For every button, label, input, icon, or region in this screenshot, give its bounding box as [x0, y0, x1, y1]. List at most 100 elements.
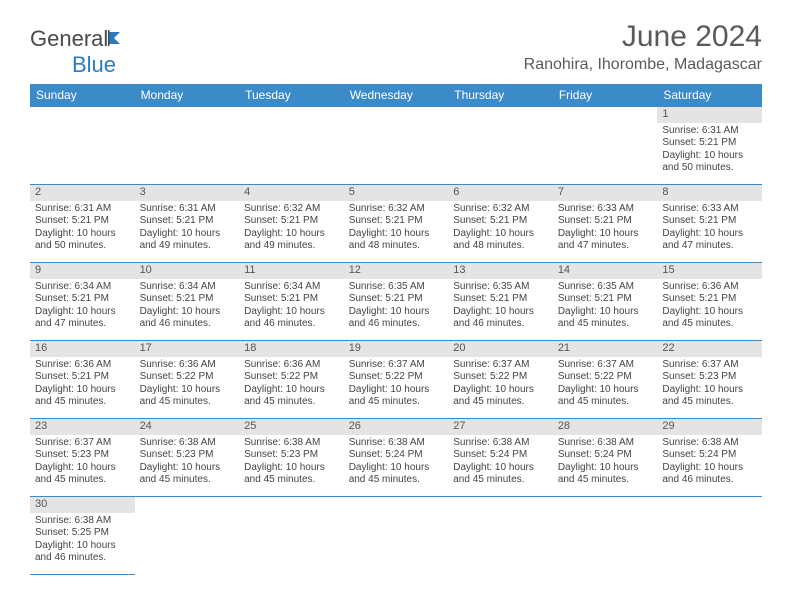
- sunrise-text: Sunrise: 6:35 AM: [558, 281, 653, 294]
- day-number-cell: [553, 107, 658, 123]
- day-number-cell: 30: [30, 497, 135, 513]
- day-number-cell: 28: [553, 419, 658, 435]
- day-data-cell: Sunrise: 6:38 AMSunset: 5:24 PMDaylight:…: [553, 435, 658, 497]
- sunset-text: Sunset: 5:21 PM: [662, 293, 757, 306]
- sunrise-text: Sunrise: 6:38 AM: [453, 437, 548, 450]
- week-data-row: Sunrise: 6:38 AMSunset: 5:25 PMDaylight:…: [30, 513, 762, 575]
- day-data-cell: Sunrise: 6:38 AMSunset: 5:23 PMDaylight:…: [135, 435, 240, 497]
- day-number-cell: 12: [344, 263, 449, 279]
- week-data-row: Sunrise: 6:36 AMSunset: 5:21 PM Daylight:…: [30, 357, 762, 419]
- sunset-text: Sunset: 5:21 PM: [35, 293, 130, 306]
- daylight-text: Daylight: 10 hours and 50 minutes.: [662, 150, 757, 175]
- day-data-cell: Sunrise: 6:37 AMSunset: 5:22 PMDaylight:…: [344, 357, 449, 419]
- sunset-text: Sunset: 5:21 PM: [662, 215, 757, 228]
- day-number-cell: 15: [657, 263, 762, 279]
- day-header: Tuesday: [239, 84, 344, 107]
- day-number-cell: [344, 497, 449, 513]
- logo-text-gray: General: [30, 26, 108, 51]
- day-data-cell: Sunrise: 6:31 AMSunset: 5:21 PMDaylight:…: [30, 201, 135, 263]
- day-header: Thursday: [448, 84, 553, 107]
- sunrise-text: Sunrise: 6:32 AM: [349, 203, 444, 216]
- sunset-text: Sunset: 5:21 PM: [349, 215, 444, 228]
- day-number-cell: 7: [553, 185, 658, 201]
- day-data-cell: Sunrise: 6:38 AMSunset: 5:23 PMDaylight:…: [239, 435, 344, 497]
- logo-text-blue: Blue: [72, 52, 116, 77]
- day-number-cell: 14: [553, 263, 658, 279]
- daylight-text: Daylight: 10 hours and 45 minutes.: [35, 462, 130, 487]
- sunset-text: Sunset: 5:24 PM: [558, 449, 653, 462]
- daylight-text: Daylight: 10 hours and 46 minutes.: [349, 306, 444, 331]
- daylight-text: Daylight: 10 hours and 50 minutes.: [35, 228, 130, 253]
- sunrise-text: Sunrise: 6:37 AM: [558, 359, 653, 372]
- day-number-cell: 21: [553, 341, 658, 357]
- sunrise-text: Sunrise: 6:31 AM: [662, 125, 757, 138]
- sunrise-text: Sunrise: 6:36 AM: [35, 359, 130, 372]
- sunset-text: Sunset: 5:22 PM: [349, 371, 444, 384]
- day-data-cell: Sunrise: 6:34 AMSunset: 5:21 PMDaylight:…: [239, 279, 344, 341]
- day-data-cell: Sunrise: 6:34 AMSunset: 5:21 PMDaylight:…: [135, 279, 240, 341]
- daylight-text: Daylight: 10 hours and 46 minutes.: [662, 462, 757, 487]
- day-data-cell: Sunrise: 6:35 AMSunset: 5:21 PMDaylight:…: [344, 279, 449, 341]
- sunset-text: Sunset: 5:25 PM: [35, 527, 130, 540]
- sunrise-text: Sunrise: 6:36 AM: [662, 281, 757, 294]
- day-number-cell: 1: [657, 107, 762, 123]
- sunset-text: Sunset: 5:22 PM: [558, 371, 653, 384]
- daylight-text: Daylight: 10 hours and 45 minutes.: [349, 462, 444, 487]
- header: GeneralBlue June 2024 Ranohira, Ihorombe…: [30, 20, 762, 78]
- sunrise-text: Sunrise: 6:38 AM: [558, 437, 653, 450]
- sunset-text: Sunset: 5:21 PM: [140, 293, 235, 306]
- day-number-cell: 19: [344, 341, 449, 357]
- day-data-cell: [344, 123, 449, 185]
- sunrise-text: Sunrise: 6:32 AM: [244, 203, 339, 216]
- day-data-cell: Sunrise: 6:32 AMSunset: 5:21 PMDaylight:…: [344, 201, 449, 263]
- day-data-cell: Sunrise: 6:36 AMSunset: 5:22 PMDaylight:…: [135, 357, 240, 419]
- day-number-cell: 20: [448, 341, 553, 357]
- week-daynum-row: 9101112131415: [30, 263, 762, 279]
- sunset-text: Sunset: 5:24 PM: [453, 449, 548, 462]
- day-data-cell: Sunrise: 6:36 AMSunset: 5:21 PMDaylight:…: [30, 357, 135, 419]
- day-number-cell: [135, 497, 240, 513]
- daylight-text: Daylight: 10 hours and 45 minutes.: [349, 384, 444, 409]
- day-number-cell: [553, 497, 658, 513]
- day-data-cell: [553, 123, 658, 185]
- day-number-cell: 10: [135, 263, 240, 279]
- week-daynum-row: 1: [30, 107, 762, 123]
- day-number-cell: 26: [344, 419, 449, 435]
- sunrise-text: Sunrise: 6:37 AM: [35, 437, 130, 450]
- sunset-text: Sunset: 5:21 PM: [35, 215, 130, 228]
- sunset-text: Sunset: 5:21 PM: [35, 371, 130, 384]
- logo-text: GeneralBlue: [30, 26, 128, 78]
- day-number-cell: [344, 107, 449, 123]
- sunset-text: Sunset: 5:21 PM: [453, 293, 548, 306]
- sunrise-text: Sunrise: 6:34 AM: [35, 281, 130, 294]
- day-number-cell: 5: [344, 185, 449, 201]
- week-daynum-row: 16171819202122: [30, 341, 762, 357]
- day-number-cell: [239, 497, 344, 513]
- daylight-text: Daylight: 10 hours and 45 minutes.: [140, 462, 235, 487]
- day-data-cell: Sunrise: 6:35 AMSunset: 5:21 PMDaylight:…: [553, 279, 658, 341]
- day-data-cell: [135, 123, 240, 185]
- day-number-cell: [657, 497, 762, 513]
- sunset-text: Sunset: 5:21 PM: [140, 215, 235, 228]
- week-daynum-row: 2345678: [30, 185, 762, 201]
- sunrise-text: Sunrise: 6:34 AM: [244, 281, 339, 294]
- day-number-cell: [30, 107, 135, 123]
- sunrise-text: Sunrise: 6:34 AM: [140, 281, 235, 294]
- sunset-text: Sunset: 5:24 PM: [662, 449, 757, 462]
- day-data-cell: Sunrise: 6:31 AMSunset: 5:21 PMDaylight:…: [657, 123, 762, 185]
- daylight-text: Daylight: 10 hours and 47 minutes.: [662, 228, 757, 253]
- sunrise-text: Sunrise: 6:38 AM: [662, 437, 757, 450]
- day-number-cell: [448, 497, 553, 513]
- day-number-cell: 25: [239, 419, 344, 435]
- daylight-text: Daylight: 10 hours and 46 minutes.: [244, 306, 339, 331]
- sunset-text: Sunset: 5:23 PM: [35, 449, 130, 462]
- daylight-text: Daylight: 10 hours and 45 minutes.: [453, 384, 548, 409]
- sunset-text: Sunset: 5:23 PM: [140, 449, 235, 462]
- day-number-cell: 22: [657, 341, 762, 357]
- sunset-text: Sunset: 5:21 PM: [244, 293, 339, 306]
- daylight-text: Daylight: 10 hours and 46 minutes.: [140, 306, 235, 331]
- sunrise-text: Sunrise: 6:33 AM: [662, 203, 757, 216]
- day-data-cell: Sunrise: 6:38 AMSunset: 5:24 PMDaylight:…: [344, 435, 449, 497]
- daylight-text: Daylight: 10 hours and 45 minutes.: [244, 462, 339, 487]
- day-header: Wednesday: [344, 84, 449, 107]
